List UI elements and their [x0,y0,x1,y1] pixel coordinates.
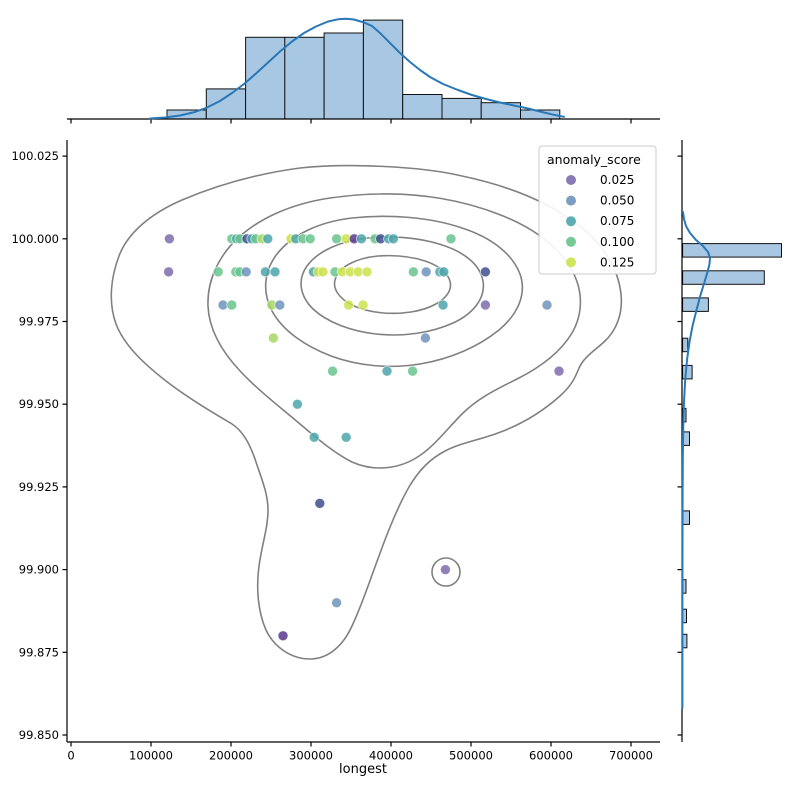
scatter-point [420,266,432,278]
scatter-point [274,299,286,311]
legend-swatch-0.125 [566,257,576,268]
scatter-point [419,332,431,344]
x-axis-tick-label: 600000 [529,749,573,763]
legend: anomaly_score 0.025 0.050 0.075 0.100 0.125 [538,145,657,275]
scatter-point [553,365,565,377]
x-axis-tick-label: 0 [67,749,74,763]
scatter-point [314,497,326,509]
scatter-point [259,266,271,278]
y-axis-tick-label: 99.875 [19,645,59,659]
scatter-point [357,299,369,311]
scatter-point [438,266,450,278]
scatter-point [240,266,252,278]
right-kde-curve [681,211,711,709]
scatter-point [387,233,399,245]
x-axis-tick-label: 300000 [289,749,333,763]
y-axis-tick-label: 99.950 [19,397,59,411]
scatter-point [317,266,329,278]
top-hist-bar [323,32,364,120]
x-axis-tick-label: 200000 [209,749,253,763]
y-axis-tick-label: 99.925 [19,480,59,494]
scatter-point [355,233,367,245]
scatter-point [269,266,281,278]
top-hist-bar [284,36,325,120]
y-axis-tick-label: 99.850 [19,728,59,742]
x-axis-label: longest [339,762,387,777]
legend-label: 0.025 [600,173,634,187]
scatter-point [343,299,355,311]
right-hist-bar [682,364,693,380]
top-hist-bar [441,97,482,120]
legend-swatch-0.100 [566,236,576,247]
scatter-point [381,365,393,377]
y-axis-tick-label: 99.975 [19,315,59,329]
scatter-point [277,630,289,642]
scatter-point [479,266,491,278]
top-marginal-histogram [67,17,660,124]
scatter-point [340,431,352,443]
kde-contour-level-6 [431,557,461,587]
scatter-point [163,233,175,245]
legend-swatch-0.025 [566,175,576,185]
scatter-point [291,398,303,410]
x-axis-tick-label: 100000 [129,749,173,763]
scatter-point [163,266,175,278]
legend-label: 0.075 [600,214,634,228]
top-hist-bar [402,94,443,120]
legend-swatch-0.050 [566,195,576,206]
scatter-point [308,431,320,443]
scatter-point [407,365,419,377]
legend-swatch-0.075 [566,216,576,227]
kde-contour-level-2 [207,193,582,469]
scatter-point [226,299,238,311]
legend-label: 0.050 [600,194,634,208]
legend-title: anomaly_score [547,152,641,167]
right-hist-bar [682,297,709,312]
right-hist-bar [682,337,689,353]
kde-contour-level-1 [110,164,623,660]
scatter-point [437,299,449,311]
y-axis-tick-label: 99.900 [19,563,59,577]
x-axis-tick-label: 400000 [369,749,413,763]
top-kde-curve [149,17,565,120]
legend-label: 0.125 [600,255,634,269]
scatter-point [479,299,491,311]
scatter-point [212,266,224,278]
scatter-point [327,365,339,377]
y-axis-tick-label: 100.000 [11,232,59,246]
kde-contour-level-4 [300,236,485,336]
scatter-point [262,233,274,245]
scatter-point [361,266,373,278]
axes-layer: 0 100000 200000 300000 400000 500000 600000 700… [11,140,660,763]
right-marginal-histogram [677,140,782,742]
legend-label: 0.100 [600,235,634,249]
y-axis-tick-label: 100.025 [11,149,59,163]
right-hist-bar [682,510,690,525]
scatter-points-layer [163,233,565,642]
scatter-point [331,233,343,245]
scatter-point [267,332,279,344]
scatter-point [541,299,553,311]
scatter-point [407,266,419,278]
right-hist-bar [682,270,765,285]
scatter-point [439,564,451,575]
x-axis-tick-label: 700000 [609,749,653,763]
scatter-point [331,597,343,609]
x-axis-tick-label: 500000 [449,749,493,763]
right-hist-bar [682,243,782,258]
scatter-point [304,233,316,245]
scatter-point [445,233,457,245]
